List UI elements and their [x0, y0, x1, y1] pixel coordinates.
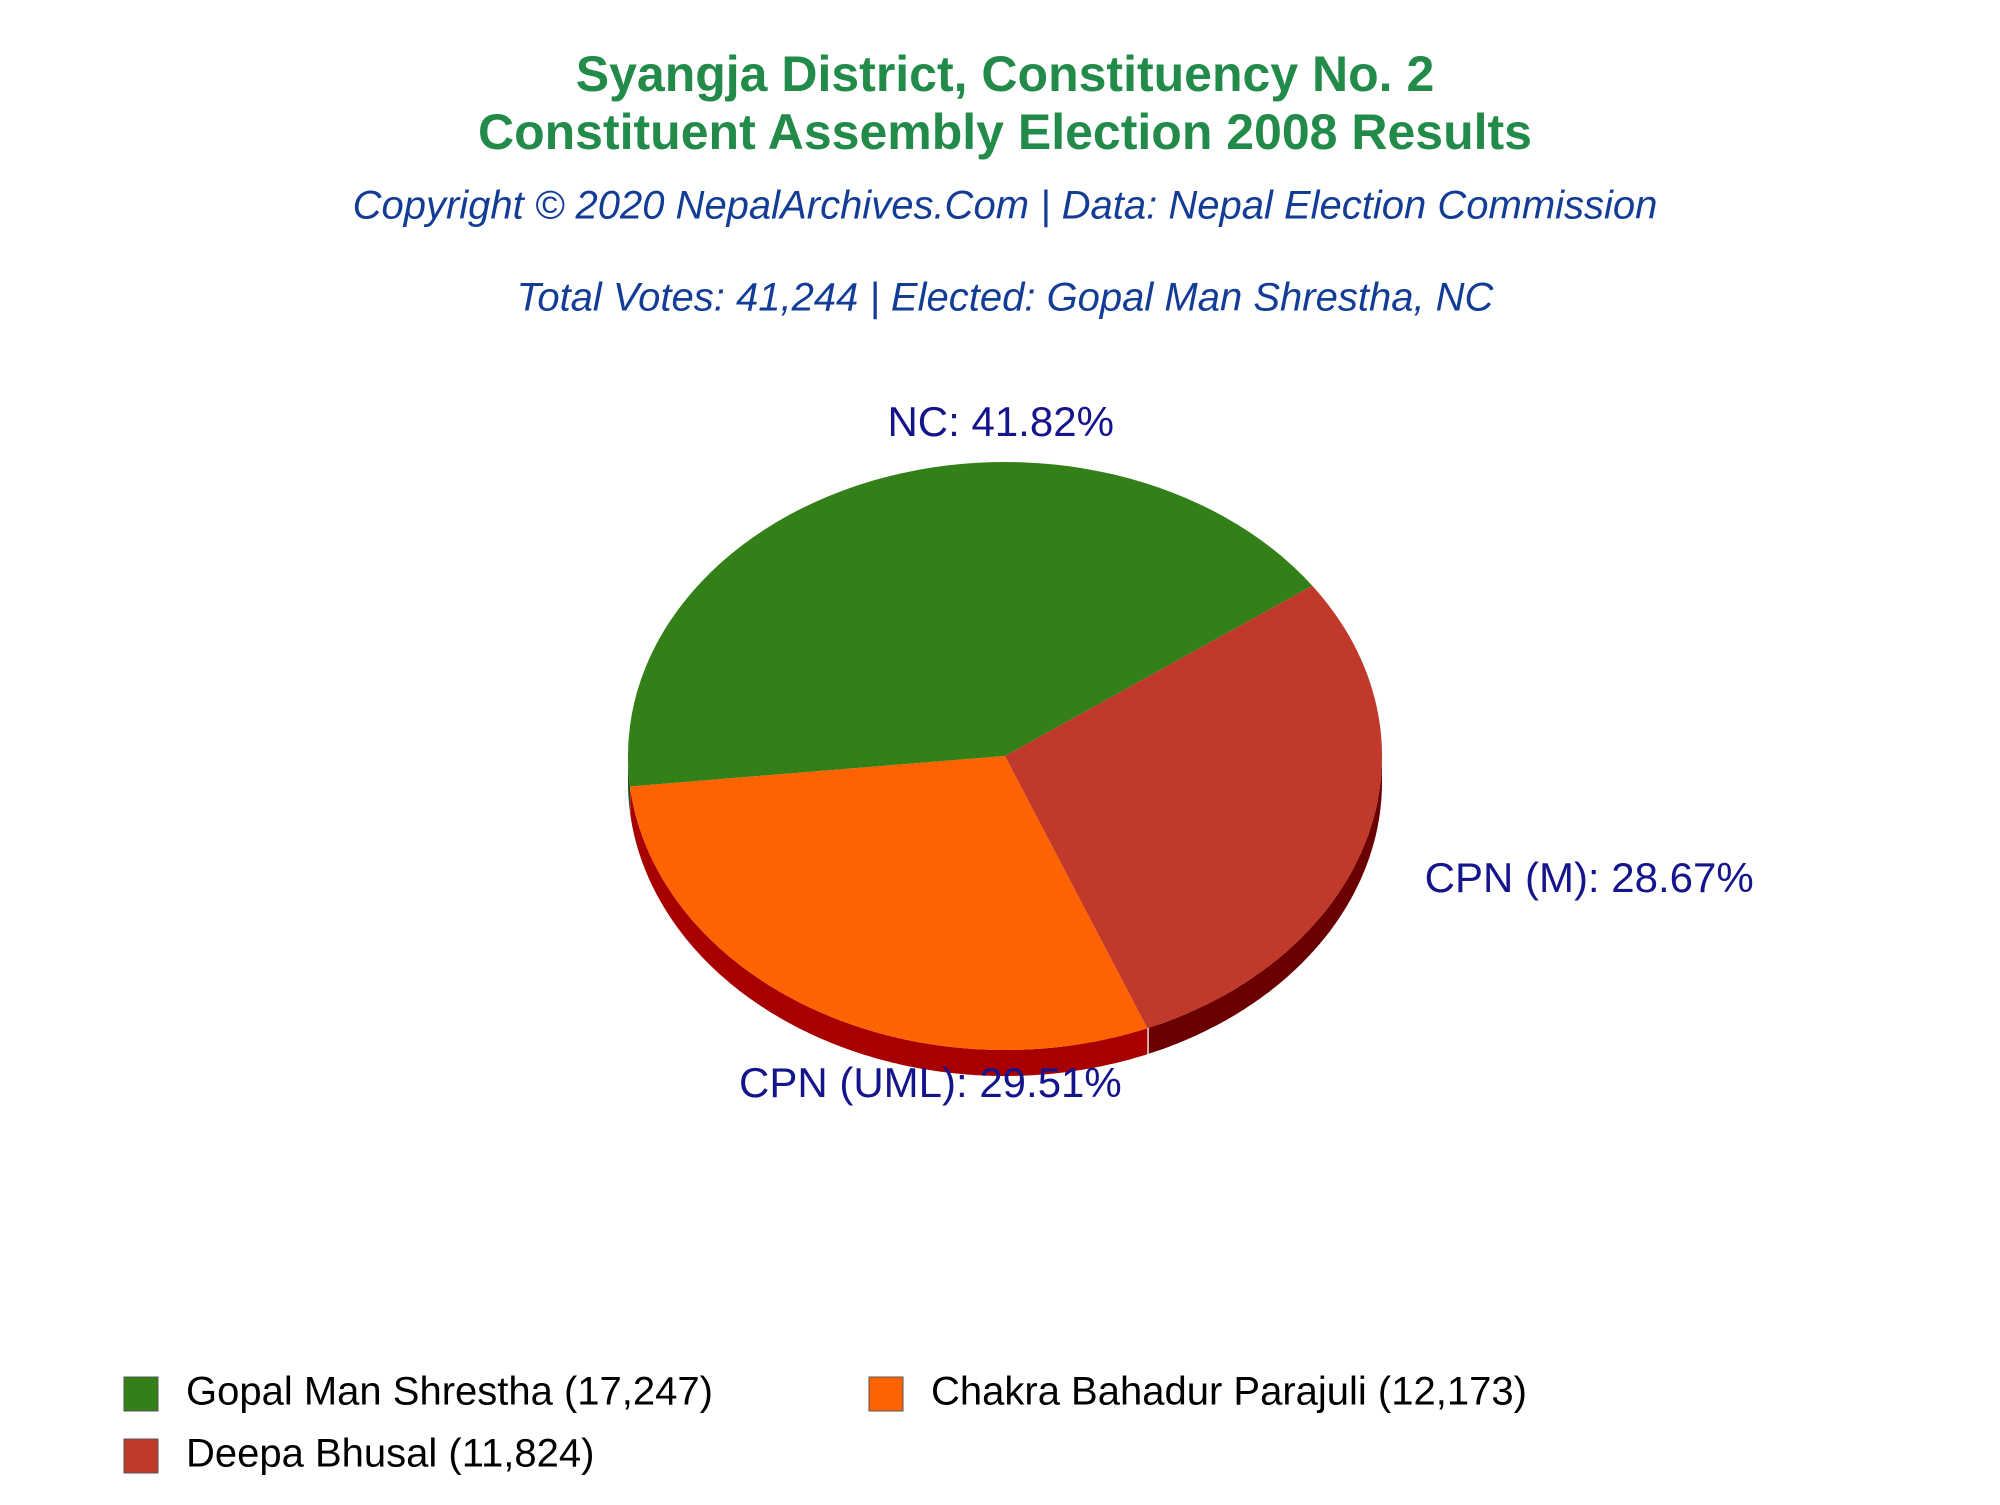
slice-side [628, 758, 630, 813]
pie: NC: 41.82% CPN (UML): 29.51% CPN (M): 28.6… [628, 398, 1754, 1106]
legend-swatch [868, 1376, 904, 1412]
slice-side [1148, 756, 1382, 1054]
legend-swatch [123, 1376, 159, 1412]
data-label: CPN (M): 28.67% [1425, 854, 1754, 901]
legend-label: Gopal Man Shrestha (17,247) [186, 1370, 713, 1414]
slice-side [630, 787, 1148, 1076]
data-label: CPN (UML): 29.51% [739, 1059, 1122, 1106]
legend-label: Deepa Bhusal (11,824) [186, 1432, 594, 1476]
data-label: NC: 41.82% [887, 398, 1113, 445]
chart-title: Constituent Assembly Election 2008 Resul… [478, 104, 1532, 160]
pie-slice [1005, 585, 1382, 1029]
legend-label: Chakra Bahadur Parajuli (12,173) [931, 1370, 1527, 1414]
legend: Gopal Man Shrestha (17,247) Chakra Bahadu… [123, 1370, 1527, 1476]
legend-swatch [123, 1438, 159, 1474]
chart-title: Syangja District, Constituency No. 2 [576, 46, 1435, 102]
pie-slice [630, 756, 1148, 1050]
summary: Total Votes: 41,244 | Elected: Gopal Man… [517, 276, 1495, 320]
pie-slice [628, 462, 1313, 787]
subtitle: Copyright © 2020 NepalArchives.Com | Dat… [353, 184, 1658, 228]
